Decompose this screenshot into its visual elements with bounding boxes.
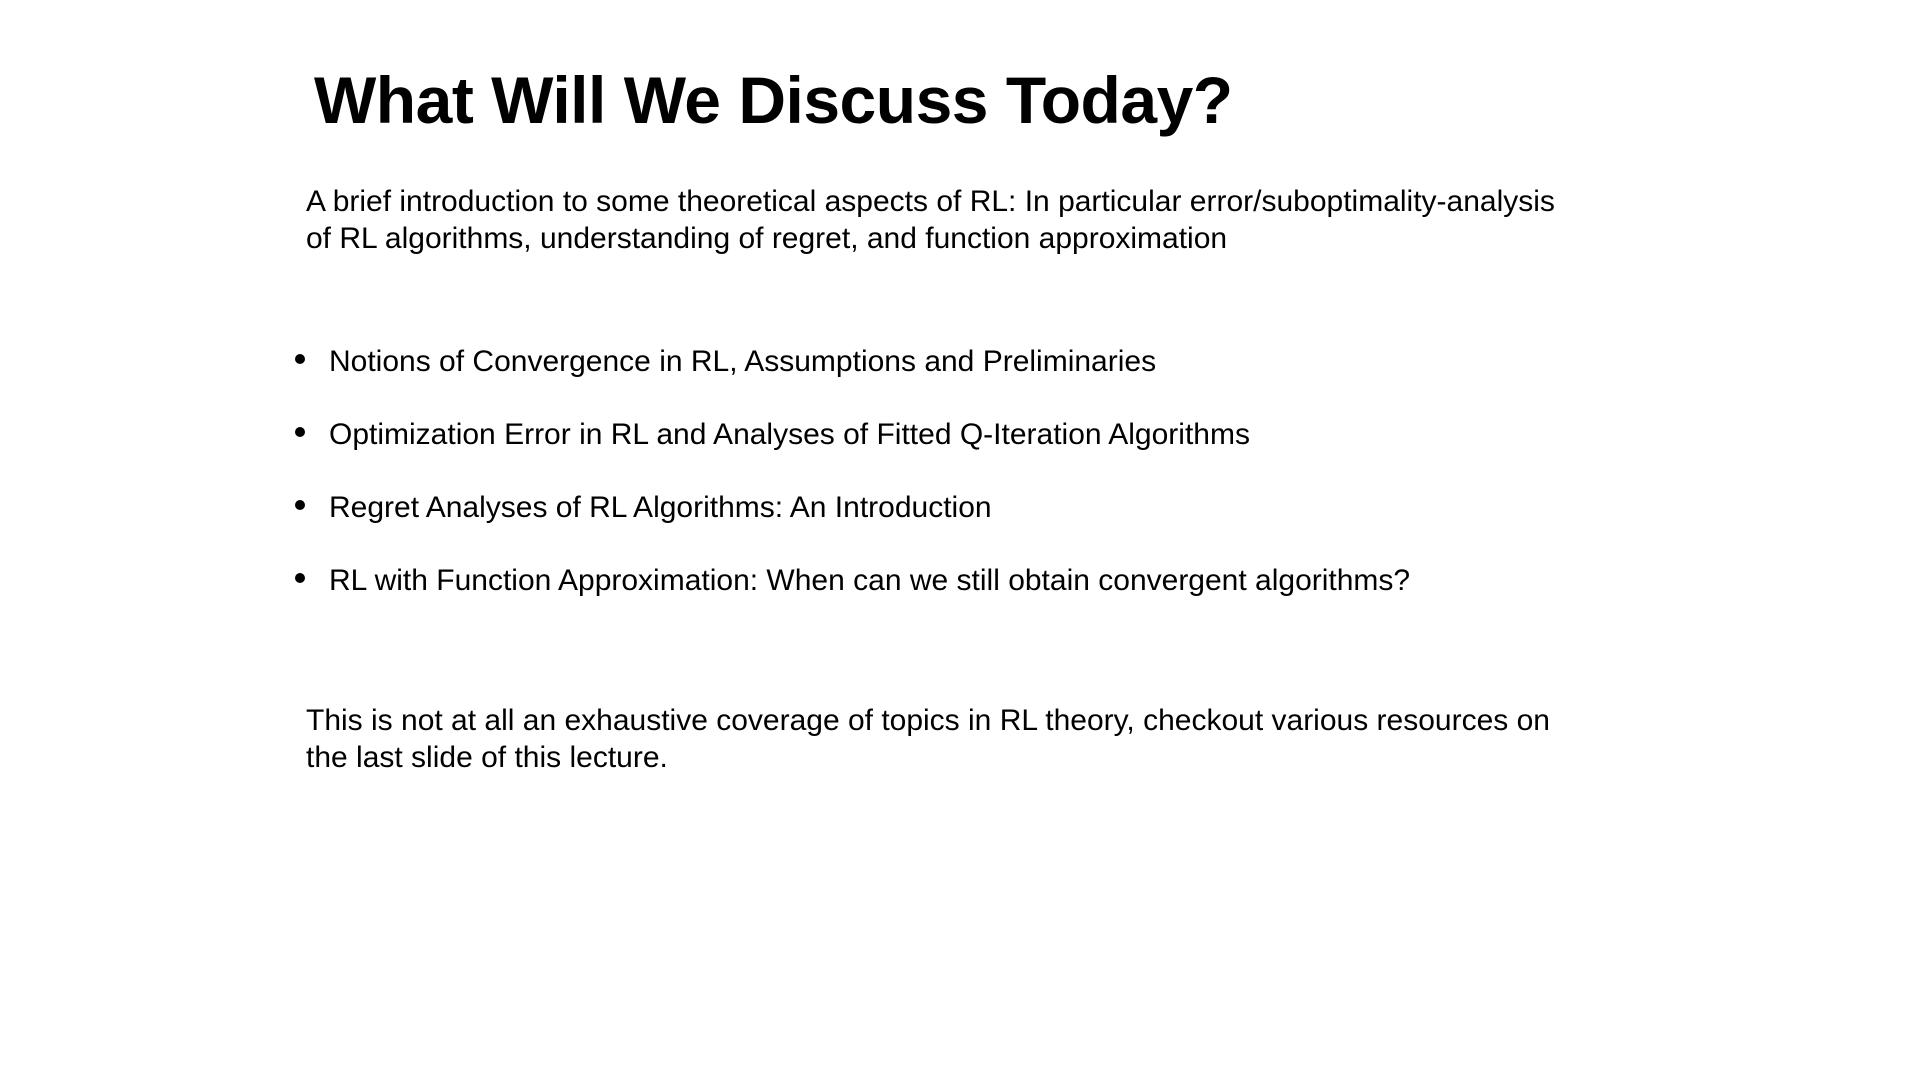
intro-paragraph: A brief introduction to some theoretical…: [306, 185, 1555, 255]
bullet-icon: [295, 500, 305, 510]
slide-title: What Will We Discuss Today?: [314, 63, 1233, 137]
bullet-icon: [295, 427, 305, 437]
bullet-icon: [295, 573, 305, 583]
topic-text: Notions of Convergence in RL, Assumption…: [329, 345, 1157, 378]
closing-note: This is not at all an exhaustive coverag…: [306, 704, 1550, 774]
topic-text: Regret Analyses of RL Algorithms: An Int…: [329, 491, 992, 524]
topic-text: Optimization Error in RL and Analyses of…: [329, 418, 1250, 451]
topic-text: RL with Function Approximation: When can…: [329, 564, 1411, 597]
bullet-icon: [295, 354, 305, 364]
